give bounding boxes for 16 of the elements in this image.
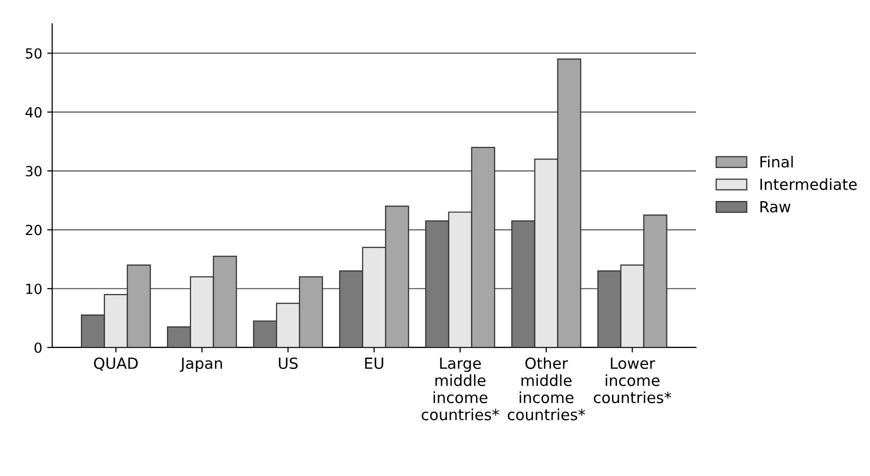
x-tick-label: Lower income countries* <box>594 358 672 404</box>
x-tick-label: Large middle income countries* <box>422 358 500 420</box>
x-tick-label: QUAD <box>94 357 138 371</box>
legend-label: Raw <box>760 201 790 212</box>
x-tick-label: EU <box>365 358 384 370</box>
x-tick-label: Other middle income countries* <box>508 357 586 420</box>
y-tick-label: 40 <box>25 107 42 118</box>
y-tick-label: 30 <box>26 166 42 176</box>
y-tick-label: 0 <box>34 342 42 353</box>
legend-label: Intermediate <box>760 178 857 190</box>
x-tick-label: Japan <box>180 358 222 372</box>
x-tick-label: US <box>278 357 298 370</box>
y-tick-label: 50 <box>26 48 42 59</box>
legend-label: Final <box>760 156 793 168</box>
y-tick-label: 10 <box>26 284 42 294</box>
y-tick-label: 20 <box>26 224 42 236</box>
